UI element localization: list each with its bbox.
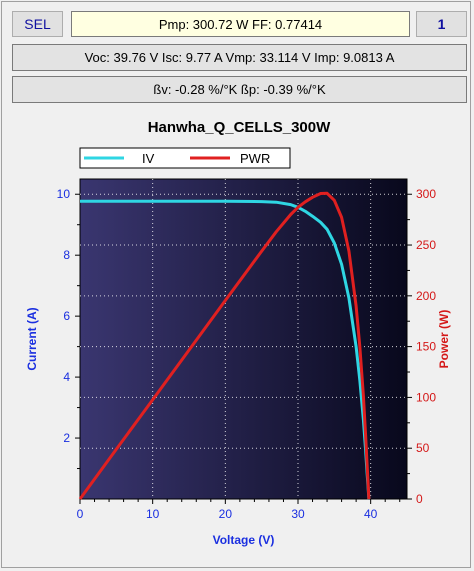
series-lines (78, 191, 371, 500)
x-tick-label: 0 (77, 507, 84, 521)
y2-tick-label: 50 (416, 441, 430, 455)
chart-title: Hanwha_Q_CELLS_300W (148, 119, 331, 136)
y-tick-label: 8 (63, 248, 70, 262)
y2-tick-label: 0 (416, 492, 423, 506)
pmp-ff-display: Pmp: 300.72 W FF: 0.77414 (71, 11, 410, 37)
x-tick-label: 40 (364, 507, 378, 521)
y-tick-label: 2 (63, 431, 70, 445)
x-tick-label: 30 (291, 507, 305, 521)
legend-pwr-label: PWR (240, 151, 270, 166)
y2-tick-label: 300 (416, 187, 436, 201)
voc-isc-vmp-imp-display: Voc: 39.76 V Isc: 9.77 A Vmp: 33.114 V I… (12, 44, 467, 71)
y-tick-label: 10 (57, 187, 71, 201)
temperature-coefficients-display: ßv: -0.28 %/°K ßp: -0.39 %/°K (12, 76, 467, 103)
series-line-iv (80, 199, 371, 500)
x-tick-label: 10 (146, 507, 160, 521)
module-index-button[interactable]: 1 (416, 11, 467, 37)
plot-area (79, 178, 408, 500)
y2-tick-label: 100 (416, 390, 436, 404)
chart-legend: IV PWR (79, 147, 291, 169)
x-tick-label: 20 (219, 507, 233, 521)
x-axis-label: Voltage (V) (213, 533, 275, 547)
y2-tick-label: 150 (416, 340, 436, 354)
iv-chart-panel: Hanwha_Q_CELLS_300W IV PWR 0 10 20 30 40 2 4 6 8… (12, 108, 467, 565)
y2-tick-label: 200 (416, 289, 436, 303)
y-axis-label: Current (A) (25, 307, 39, 370)
y2-axis-label: Power (W) (437, 310, 451, 369)
y-tick-label: 6 (63, 309, 70, 323)
y-tick-label: 4 (63, 370, 70, 384)
iv-power-chart: Hanwha_Q_CELLS_300W IV PWR 0 10 20 30 40 2 4 6 8… (25, 119, 451, 547)
series-line-pwr (78, 191, 371, 500)
y2-tick-label: 250 (416, 238, 436, 252)
legend-iv-label: IV (142, 151, 155, 166)
grid-lines (80, 179, 407, 499)
sel-button[interactable]: SEL (12, 11, 63, 37)
